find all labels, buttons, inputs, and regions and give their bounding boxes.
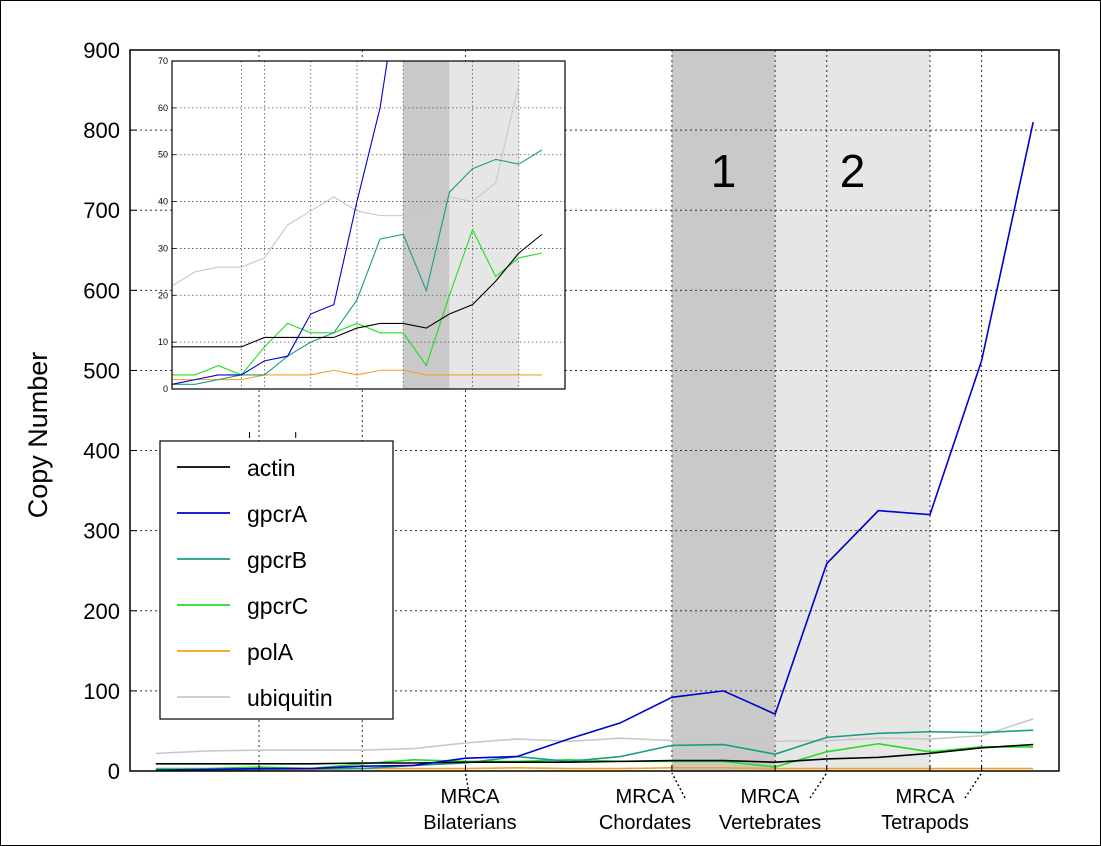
- main-plot-frame: [129, 49, 1060, 772]
- inset-y-tick-label: 0: [163, 384, 168, 394]
- inset-y-tick-label: 20: [158, 290, 168, 300]
- inset-y-tick-label: 60: [158, 103, 168, 113]
- main-region-2: [775, 50, 930, 771]
- series-line-actin: [155, 743, 1034, 765]
- inset-series-line-ubiquitin: [172, 84, 520, 287]
- annotation-line2: Bilaterians: [423, 812, 516, 834]
- legend-label-actin: actin: [247, 455, 296, 481]
- x-annotations: MRCA Bilaterians MRCA Chordates MRCA Vertebra…: [423, 772, 983, 834]
- legend-label-gpcrB: gpcrB: [247, 547, 307, 573]
- inset-plot-frame: [171, 60, 566, 390]
- inset-y-tick-label: 40: [158, 197, 168, 207]
- legend-box: [159, 440, 394, 720]
- main-x-ticks: [258, 765, 983, 771]
- annotation-connector: [671, 772, 686, 799]
- region-label: 1: [711, 145, 737, 197]
- annotation-line1: MRCA: [616, 786, 676, 808]
- y-tick-label: 700: [83, 198, 120, 223]
- region-label: 2: [840, 145, 866, 197]
- inset-series-line-actin: [172, 233, 543, 348]
- y-tick-label: 100: [83, 679, 120, 704]
- inset-y-tick-label: 30: [158, 243, 168, 253]
- y-tick-label: 200: [83, 599, 120, 624]
- legend: actin gpcrA gpcrB gpcrC polA ubiquitin: [159, 440, 394, 720]
- main-series: [155, 121, 1034, 771]
- inset-series-line-gpcrA: [172, 61, 388, 385]
- inset-y-ticks: 0 10 20 30 40 50 60 70: [158, 56, 297, 438]
- annotation-line2: Chordates: [599, 812, 691, 834]
- main-shaded-regions: [671, 50, 930, 771]
- inset-series-line-gpcrC: [172, 228, 542, 376]
- inset-series-line-gpcrB: [172, 149, 543, 385]
- annotation-line1: MRCA: [896, 786, 956, 808]
- inset-grid: [172, 61, 565, 389]
- legend-label-gpcrA: gpcrA: [247, 501, 308, 527]
- y-tick-label: 800: [83, 118, 120, 143]
- annotation-line2: Vertebrates: [719, 812, 821, 834]
- y-tick-label: 0: [108, 759, 120, 784]
- annotation-connector: [964, 772, 983, 799]
- y-tick-label: 600: [83, 278, 120, 303]
- series-line-ubiquitin: [155, 718, 1034, 755]
- legend-label-polA: polA: [247, 639, 294, 665]
- y-tick-label: 400: [83, 439, 120, 464]
- legend-label-ubiquitin: ubiquitin: [247, 685, 333, 711]
- annotation-line2: Tetrapods: [881, 812, 969, 834]
- series-line-gpcrA: [155, 121, 1034, 771]
- legend-label-gpcrC: gpcrC: [247, 593, 308, 619]
- y-tick-label: 900: [83, 38, 120, 63]
- inset-region-1: [403, 61, 450, 389]
- inset-y-tick-label: 10: [158, 337, 168, 347]
- annotation-connector: [809, 772, 828, 799]
- inset-y-tick-label: 50: [158, 150, 168, 160]
- inset-y-tick-label: 70: [158, 56, 168, 66]
- y-tick-label: 300: [83, 519, 120, 544]
- inset-series-line-polA: [172, 369, 542, 381]
- inset-region-2: [449, 61, 519, 389]
- annotation-line1: MRCA: [741, 786, 801, 808]
- inset-series: [172, 61, 543, 385]
- y-axis-label: Copy Number: [23, 352, 53, 519]
- main-region-1: [671, 50, 776, 771]
- inset-shaded-regions: [403, 61, 519, 389]
- y-tick-label: 500: [83, 358, 120, 383]
